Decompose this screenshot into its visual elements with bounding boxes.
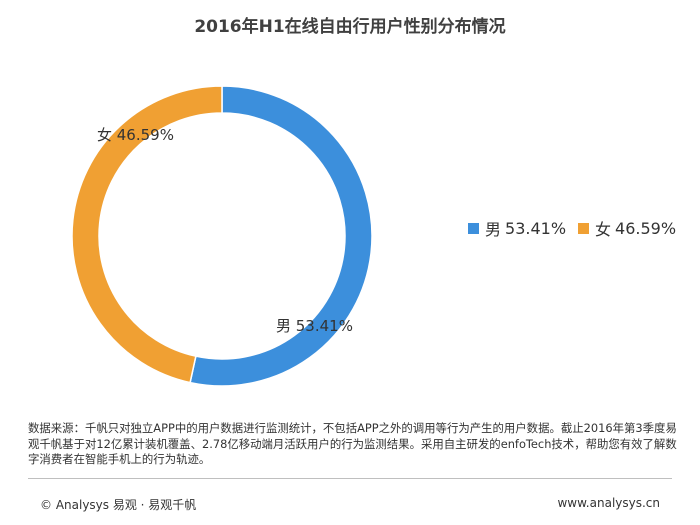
donut-slice-female <box>71 85 223 384</box>
chart-title: 2016年H1在线自由行用户性别分布情况 <box>194 17 506 37</box>
slice-label-male: 男 53.41% <box>276 317 353 335</box>
footer-website: www.analysys.cn <box>557 496 660 510</box>
slice-label-female: 女 46.59% <box>97 126 174 144</box>
legend-item-female: 女 46.59% <box>578 216 676 240</box>
legend-name-female: 女 <box>595 220 612 239</box>
footer: © Analysys 易观 · 易观千帆 www.analysys.cn <box>0 472 700 525</box>
footer-copyright: © Analysys 易观 · 易观千帆 <box>40 498 197 512</box>
data-source-note: 数据来源：千帆只对独立APP中的用户数据进行监测统计，不包括APP之外的调用等行… <box>28 421 677 466</box>
donut-chart: 男 53.41% 女 46.59% <box>71 85 373 387</box>
chart-legend: 男 53.41% 女 46.59% <box>468 216 688 240</box>
donut-slice-male <box>189 85 373 387</box>
legend-swatch-male <box>468 222 479 234</box>
footer-divider <box>28 478 672 479</box>
legend-name-male: 男 <box>485 220 502 239</box>
legend-swatch-female <box>578 222 590 234</box>
legend-value-female: 46.59% <box>615 218 677 238</box>
legend-value-male: 53.41% <box>505 218 567 238</box>
legend-item-male: 男 53.41% <box>468 216 566 240</box>
